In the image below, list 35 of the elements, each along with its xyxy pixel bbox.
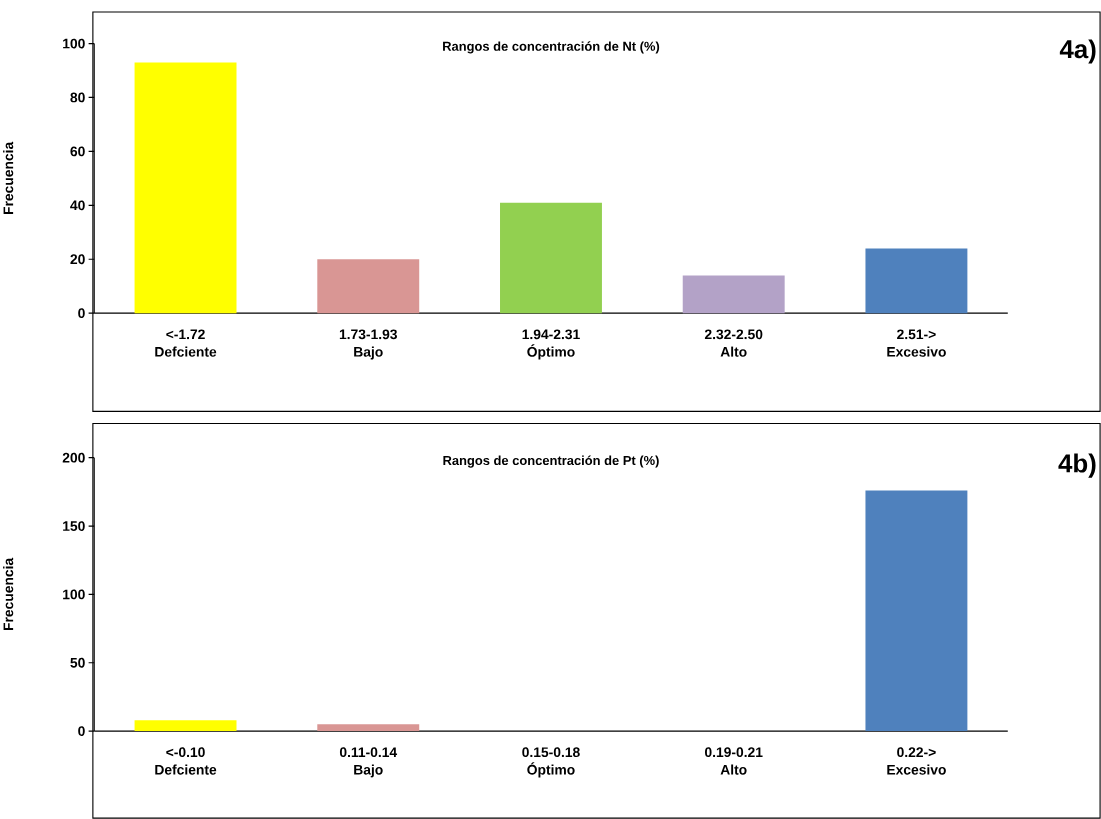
y-tick-label: 40 (70, 200, 85, 211)
x-tick-label: 2.51-> Excesivo (887, 329, 946, 357)
y-axis-title: Frecuencia (3, 557, 14, 630)
x-tick-label: 0.11-0.14 Bajo (339, 747, 398, 778)
bar (865, 248, 968, 314)
y-tick-label: 100 (63, 589, 85, 600)
y-tick-label: 100 (63, 38, 85, 49)
bar (134, 62, 237, 314)
y-tick-label: 60 (70, 146, 85, 157)
x-tick-label: 1.94-2.31 Óptimo (522, 329, 580, 360)
chart-title: Rangos de concentración de Nt (%) (443, 41, 660, 54)
x-tick-label: <-0.10 Defciente (155, 747, 217, 775)
bar (865, 490, 968, 732)
y-tick-label: 0 (78, 726, 85, 736)
text: 4b) (1058, 453, 1096, 478)
bar (500, 202, 602, 314)
x-tick-label: 0.15-0.18 Óptimo (522, 747, 580, 778)
text: 4a) (1059, 39, 1096, 64)
bar (317, 724, 420, 732)
y-tick-label: 200 (62, 452, 85, 463)
x-tick-label: 1.73-1.93 Bajo (339, 329, 397, 360)
y-tick-label: 80 (70, 92, 85, 103)
y-tick-label: 20 (70, 254, 85, 265)
x-tick-label: 2.32-2.50 Alto (704, 329, 763, 357)
bar (682, 275, 785, 314)
bar (317, 259, 420, 314)
x-tick-label: 0.19-0.21 Alto (705, 747, 763, 775)
y-tick-label: 0 (78, 308, 85, 319)
y-tick-label: 150 (63, 521, 85, 531)
x-tick-label: 0.22-> Excesivo (887, 747, 946, 775)
y-axis-title: Frecuencia (3, 141, 14, 214)
chart-title: Rangos de concentración de Pt (%) (443, 455, 659, 468)
bar (134, 720, 237, 732)
x-tick-label: <-1.72 Defciente (155, 329, 217, 357)
y-tick-label: 50 (70, 657, 85, 668)
